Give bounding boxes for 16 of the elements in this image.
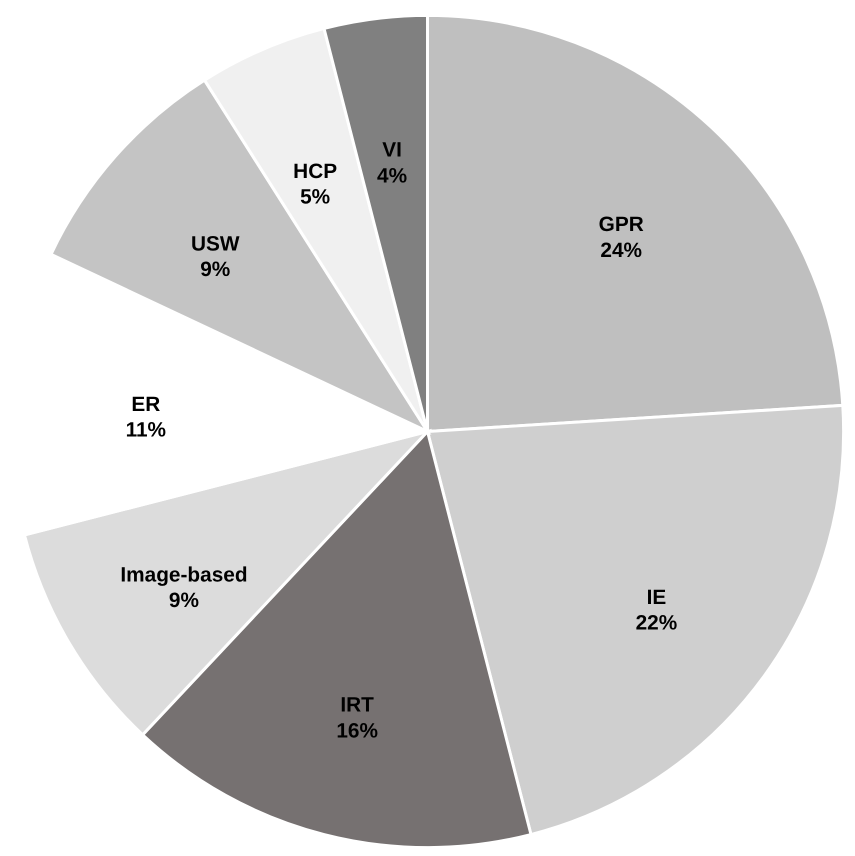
data-label: 22% [636,612,678,635]
slice-label: HCP [293,160,338,183]
slice-label: VI [382,138,402,162]
slice-label: IE [646,586,666,609]
data-label: 11% [126,418,166,442]
slice-label: Image-based [120,563,248,586]
slice-label: IRT [340,694,374,717]
data-label: 9% [168,589,199,612]
slice-label: ER [131,392,160,416]
data-label: 9% [200,258,230,282]
slice-label: GPR [598,213,644,236]
data-label: 5% [300,186,330,209]
data-label: 16% [336,719,378,742]
data-label: 4% [377,164,408,188]
data-label: 24% [600,238,642,262]
slice-label: USW [190,232,240,256]
